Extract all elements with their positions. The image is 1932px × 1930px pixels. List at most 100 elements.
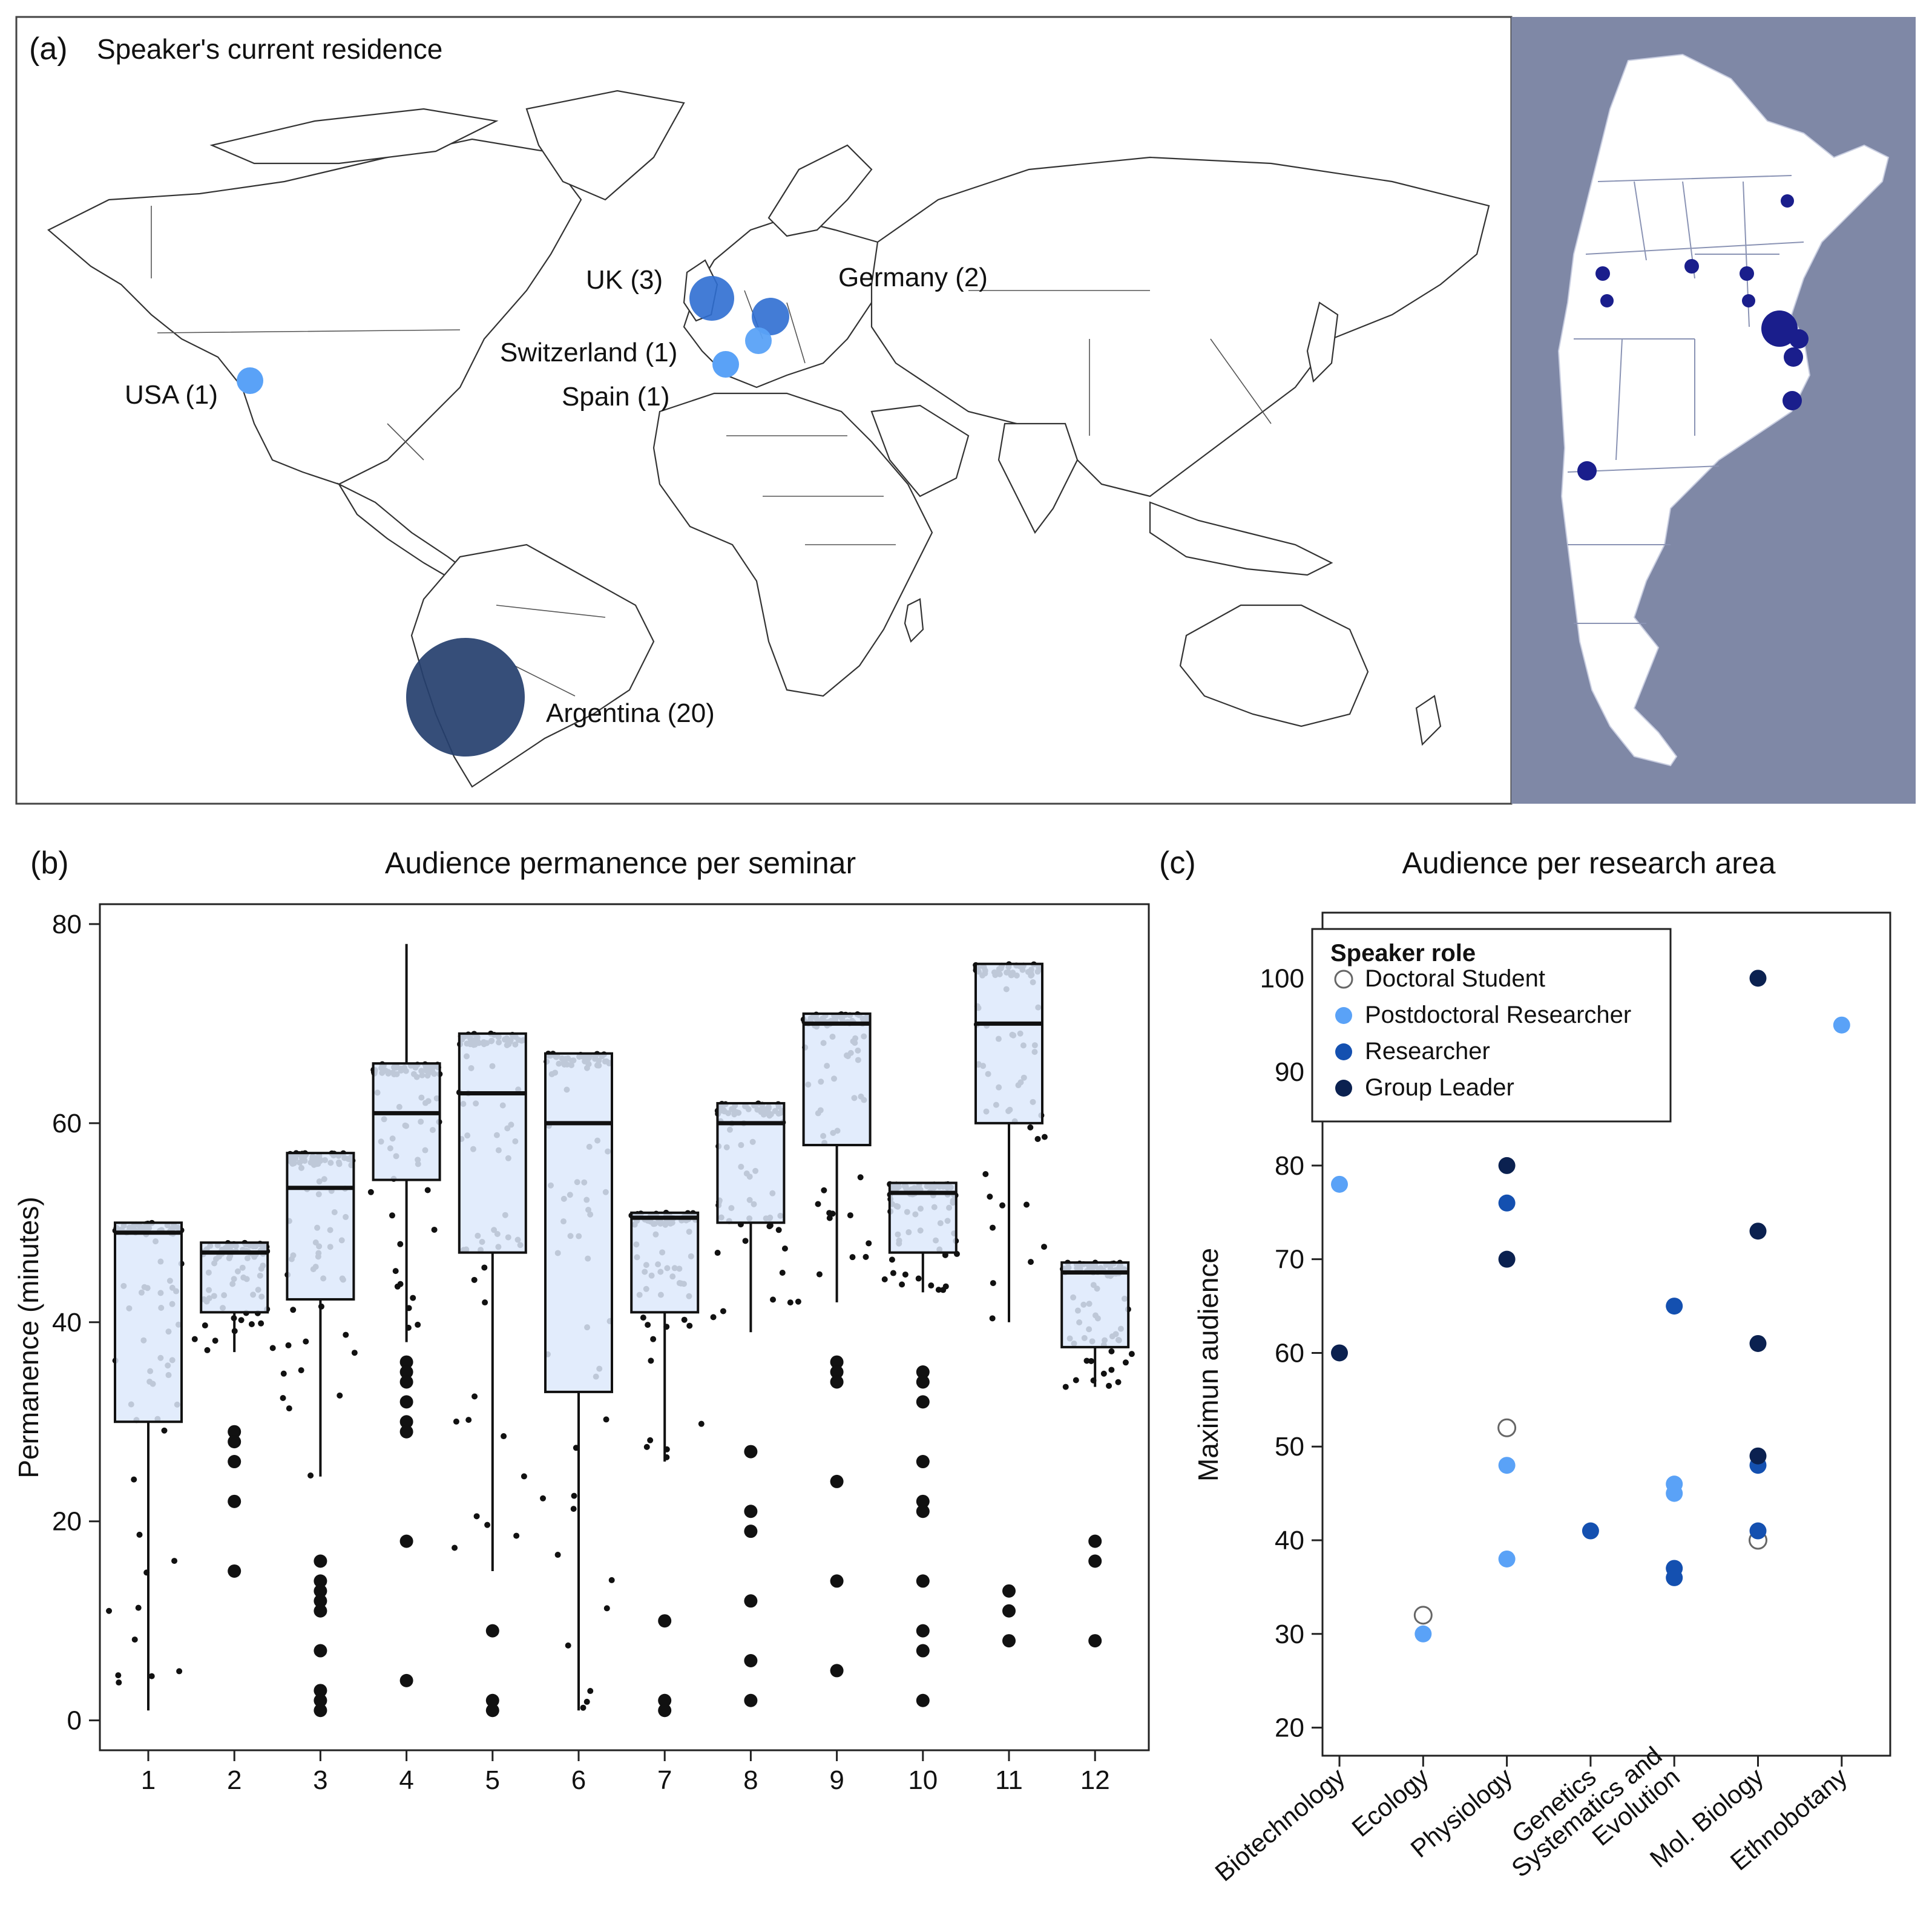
point-catamarca	[1595, 266, 1610, 281]
figure: USA (1) UK (3) Germany (2) Switzerland (…	[0, 0, 1932, 1930]
outlier-point	[916, 1644, 930, 1658]
raw-point	[770, 1296, 776, 1302]
point-researcher	[1666, 1298, 1683, 1315]
x-tick-label: 7	[657, 1765, 672, 1795]
bubble-spain	[712, 351, 739, 378]
legend-title: Speaker role	[1330, 940, 1476, 967]
panel-b-title: Audience permanence per seminar	[385, 846, 856, 880]
outlier-point	[916, 1395, 930, 1408]
outlier-point	[916, 1455, 930, 1468]
x-tick-label: 9	[829, 1765, 844, 1795]
raw-point	[415, 1322, 421, 1328]
raw-point	[1108, 1348, 1114, 1354]
raw-point	[928, 1282, 934, 1288]
raw-point	[398, 1281, 404, 1287]
outlier-point	[228, 1495, 241, 1508]
outlier-point	[916, 1375, 930, 1388]
point-buenos-aires-province	[1784, 347, 1803, 367]
raw-point	[1108, 1367, 1114, 1373]
label-spain: Spain (1)	[562, 382, 670, 412]
outlier-point	[486, 1704, 499, 1717]
panel-b-ylabel: Permanence (minutes)	[13, 1196, 44, 1478]
raw-point	[711, 1314, 717, 1320]
box-seminar-4	[373, 1063, 440, 1180]
point-santa-fe	[1740, 266, 1754, 281]
raw-point	[465, 1417, 472, 1423]
y-tick-label: 80	[52, 910, 82, 939]
panel-c-ylabel: Maximun audience	[1192, 1248, 1224, 1482]
raw-point	[136, 1605, 142, 1611]
outlier-point	[400, 1425, 413, 1439]
raw-point	[171, 1558, 177, 1564]
outlier-point	[1002, 1604, 1016, 1618]
raw-point	[999, 1203, 1005, 1209]
outlier-point	[400, 1674, 413, 1687]
outlier-point	[1088, 1555, 1102, 1568]
panel-c-letter: (c)	[1159, 845, 1196, 881]
raw-point	[899, 1281, 905, 1287]
box-seminar-7	[631, 1213, 698, 1312]
outlier-point	[830, 1475, 844, 1488]
raw-point	[715, 1250, 721, 1256]
raw-point	[352, 1350, 358, 1356]
raw-point	[1101, 1371, 1107, 1377]
raw-point	[584, 1699, 590, 1705]
label-uk: UK (3)	[586, 265, 663, 295]
legend-label: Doctoral Student	[1365, 965, 1545, 992]
raw-point	[682, 1317, 688, 1323]
point-group-leader	[1750, 1335, 1767, 1352]
raw-point	[648, 1357, 654, 1364]
point-neuquen	[1577, 461, 1597, 481]
raw-point	[787, 1299, 794, 1305]
raw-point	[482, 1299, 488, 1305]
raw-point	[795, 1299, 801, 1305]
box-seminar-5	[459, 1034, 526, 1253]
outlier-point	[916, 1505, 930, 1518]
raw-point	[131, 1477, 137, 1483]
x-tick-label: 3	[313, 1765, 327, 1795]
raw-point	[1129, 1351, 1135, 1357]
raw-point	[1063, 1384, 1069, 1390]
raw-point	[453, 1419, 459, 1425]
outlier-point	[744, 1525, 757, 1538]
raw-point	[821, 1187, 827, 1193]
raw-point	[176, 1668, 182, 1674]
raw-point	[286, 1405, 292, 1411]
outlier-point	[916, 1574, 930, 1587]
y-tick-label: 40	[1275, 1526, 1304, 1555]
point-postdoctoral-researcher	[1499, 1457, 1516, 1474]
raw-point	[389, 1212, 395, 1218]
x-tick-label: 11	[995, 1765, 1023, 1795]
raw-point	[565, 1643, 571, 1649]
raw-point	[889, 1256, 895, 1262]
raw-point	[397, 1241, 403, 1247]
outlier-point	[486, 1624, 499, 1638]
raw-point	[432, 1227, 438, 1233]
panel-b: (b) Audience permanence per seminar Perm…	[13, 845, 1149, 1795]
legend-label: Group Leader	[1365, 1074, 1514, 1101]
raw-point	[982, 1171, 988, 1177]
raw-point	[258, 1321, 264, 1327]
raw-point	[452, 1545, 458, 1551]
x-tick-label: 5	[485, 1765, 500, 1795]
point-group-leader	[1499, 1157, 1516, 1174]
x-tick-label: 8	[743, 1765, 758, 1795]
point-researcher	[1582, 1523, 1599, 1540]
raw-point	[1042, 1134, 1048, 1140]
point-postdoctoral-researcher	[1331, 1176, 1348, 1193]
point-group-leader	[1750, 1223, 1767, 1239]
point-postdoctoral-researcher	[1499, 1551, 1516, 1567]
raw-point	[858, 1174, 864, 1180]
outlier-point	[314, 1604, 327, 1618]
y-tick-label: 30	[1275, 1620, 1304, 1649]
point-mar-del-plata	[1782, 391, 1802, 410]
raw-point	[603, 1416, 610, 1422]
raw-point	[270, 1345, 276, 1351]
outlier-point	[1088, 1535, 1102, 1548]
point-researcher	[1499, 1195, 1516, 1212]
outlier-point	[830, 1574, 844, 1587]
raw-point	[647, 1437, 653, 1443]
raw-point	[484, 1522, 490, 1528]
raw-point	[826, 1210, 832, 1216]
raw-point	[990, 1225, 996, 1231]
